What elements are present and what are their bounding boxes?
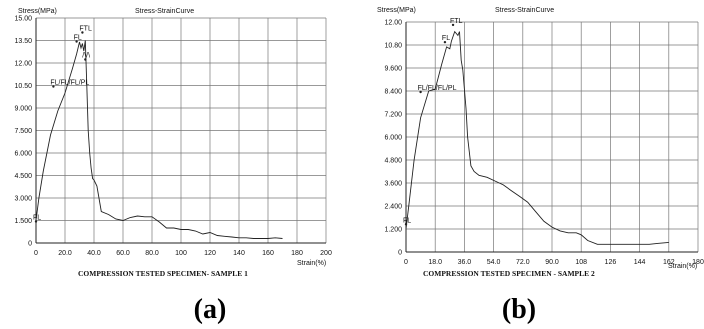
chart-caption: COMPRESSION TESTED SPECIMEN- SAMPLE 1 xyxy=(78,269,248,278)
y-tick-label: 2.400 xyxy=(384,204,402,211)
x-tick-label: 36.0 xyxy=(458,259,472,266)
y-tick-label: 9.000 xyxy=(14,106,32,113)
y-tick-labels: 0 1.500 3.000 4.500 6.000 7.500 9.000 10.50 12.0… xyxy=(14,16,32,248)
annotation-marker xyxy=(75,40,78,43)
y-tick-label: 3.000 xyxy=(14,196,32,203)
stress-strain-chart-sample-1: Stress(MPa) Stress-StrainCurve 0 1.500 3.0… xyxy=(14,8,331,325)
y-tick-label: 13.50 xyxy=(14,38,32,45)
annotation-label: FL xyxy=(442,35,450,42)
annotation-marker xyxy=(451,23,455,27)
annotation-label: FTL xyxy=(79,26,92,33)
x-tick-label: 60.0 xyxy=(116,250,130,257)
y-tick-label: 9.600 xyxy=(384,66,402,73)
curve-annotations: FL FL/FL/FL/PL FL FTL /\/\ xyxy=(33,26,92,223)
annotation-label: FL/FL/FL/PL xyxy=(50,80,89,87)
y-tick-label: 10.50 xyxy=(14,83,32,90)
x-tick-label: 120 xyxy=(204,250,216,257)
panel-letter: (b) xyxy=(502,294,536,325)
y-tick-label: 15.00 xyxy=(14,16,32,23)
x-tick-label: 80.0 xyxy=(145,250,159,257)
annotation-marker xyxy=(84,58,87,61)
y-tick-label: 12.00 xyxy=(384,20,402,27)
y-axis-label: Stress(MPa) xyxy=(18,8,57,15)
y-tick-label: 1.200 xyxy=(384,227,402,234)
y-tick-label: 6.000 xyxy=(14,151,32,158)
y-tick-label: 12.00 xyxy=(14,61,32,68)
x-tick-label: 0 xyxy=(34,250,38,257)
x-axis-label: Strain(%) xyxy=(668,263,697,270)
annotation-marker xyxy=(443,40,447,44)
annotation-label: FL xyxy=(74,35,82,42)
y-tick-label: 7.200 xyxy=(384,112,402,119)
x-tick-label: 100 xyxy=(175,250,187,257)
x-tick-label: 18.0 xyxy=(428,259,442,266)
y-tick-label: 0 xyxy=(398,250,402,257)
chart-title: Stress-StrainCurve xyxy=(495,7,554,14)
x-tick-label: 54.0 xyxy=(487,259,501,266)
annotation-label: FTL xyxy=(450,18,463,25)
chart-caption: COMPRESSION TESTED SPECIMEN - SAMPLE 2 xyxy=(423,269,595,278)
chart-title: Stress-StrainCurve xyxy=(135,8,194,15)
x-tick-label: 180 xyxy=(692,259,704,266)
x-tick-labels: 0 20.0 40.0 60.0 80.0 100 120 140 160 180 200 xyxy=(34,250,332,257)
annotation-label: FL/FL/FL/PL xyxy=(418,85,457,92)
y-tick-label: 4.500 xyxy=(14,173,32,180)
annotation-marker xyxy=(419,90,422,94)
x-tick-label: 90.0 xyxy=(545,259,559,266)
annotation-marker xyxy=(404,223,408,226)
curve-annotations: FL FL/FL/FL/PL FL FTL xyxy=(403,18,463,226)
x-tick-label: 72.0 xyxy=(516,259,530,266)
annotation-label: FL xyxy=(403,217,411,224)
annotation-marker xyxy=(52,85,55,88)
y-tick-label: 8.400 xyxy=(384,89,402,96)
x-tick-labels: 0 18.0 36.0 54.0 72.0 90.0 108 126 144 162 180 xyxy=(404,259,704,266)
stress-strain-curve xyxy=(405,30,669,245)
annotation-marker xyxy=(34,220,38,223)
y-axis-label: Stress(MPa) xyxy=(377,7,416,14)
y-tick-label: 0 xyxy=(28,241,32,248)
annotation-label: FL xyxy=(33,215,41,222)
x-tick-label: 144 xyxy=(634,259,646,266)
x-axis-label: Strain(%) xyxy=(297,260,326,267)
stress-strain-curve xyxy=(35,40,283,239)
y-tick-label: 10.80 xyxy=(384,43,402,50)
gridlines xyxy=(35,17,327,244)
y-tick-label: 3.600 xyxy=(384,181,402,188)
y-tick-labels: 0 1.200 2.400 3.600 4.800 6.000 7.200 8.400 9.60… xyxy=(384,20,402,257)
annotation-marker xyxy=(81,31,84,34)
x-tick-label: 160 xyxy=(262,250,274,257)
stress-strain-chart-sample-2: Stress(MPa) Stress-StrainCurve 0 1.200 2.4… xyxy=(377,7,704,325)
annotation-label: /\/\ xyxy=(82,53,90,60)
y-tick-label: 4.800 xyxy=(384,158,402,165)
x-tick-label: 20.0 xyxy=(58,250,72,257)
x-tick-label: 40.0 xyxy=(87,250,101,257)
x-tick-label: 180 xyxy=(291,250,303,257)
y-tick-label: 6.000 xyxy=(384,135,402,142)
panel-letter: (a) xyxy=(194,294,227,325)
gridlines xyxy=(405,21,699,253)
x-tick-label: 162 xyxy=(663,259,675,266)
y-tick-label: 7.500 xyxy=(14,128,32,135)
y-tick-label: 1.500 xyxy=(14,218,32,225)
x-tick-label: 200 xyxy=(320,250,332,257)
x-tick-label: 126 xyxy=(605,259,617,266)
x-tick-label: 0 xyxy=(404,259,408,266)
x-tick-label: 140 xyxy=(233,250,245,257)
x-tick-label: 108 xyxy=(575,259,587,266)
